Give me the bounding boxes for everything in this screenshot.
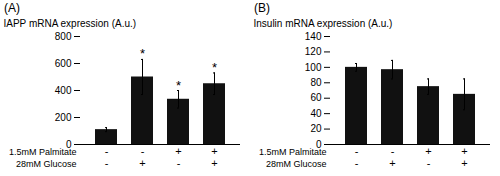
svg-text:60: 60	[310, 92, 322, 103]
svg-text:-: -	[355, 145, 359, 157]
svg-text:80: 80	[310, 77, 322, 88]
svg-text:+: +	[211, 145, 217, 157]
svg-text:400: 400	[55, 85, 72, 96]
svg-text:20: 20	[310, 123, 322, 134]
svg-text:1.5mM Palmitate: 1.5mM Palmitate	[9, 147, 77, 157]
svg-text:800: 800	[55, 31, 72, 42]
svg-text:600: 600	[55, 58, 72, 69]
svg-text:40: 40	[310, 108, 322, 119]
svg-text:1.5mM Palmitate: 1.5mM Palmitate	[259, 147, 327, 157]
svg-text:-: -	[391, 145, 395, 157]
html-text:(B): (B)	[254, 1, 270, 15]
svg-text:*: *	[176, 78, 181, 93]
svg-text:*: *	[212, 60, 217, 75]
svg-text:+: +	[139, 157, 145, 169]
svg-text:-: -	[105, 145, 109, 157]
svg-text:-: -	[105, 157, 109, 169]
svg-text:120: 120	[305, 46, 322, 57]
svg-text:*: *	[140, 46, 145, 61]
svg-text:+: +	[211, 157, 217, 169]
svg-text:0: 0	[315, 138, 322, 150]
svg-text:+: +	[175, 145, 181, 157]
svg-text:200: 200	[55, 112, 72, 123]
svg-text:28mM Glucose: 28mM Glucose	[16, 159, 77, 169]
svg-text:28mM Glucose: 28mM Glucose	[266, 159, 327, 169]
svg-text:-: -	[427, 157, 431, 169]
svg-text:0: 0	[65, 138, 72, 150]
svg-text:Insulin mRNA expression (A.u.): Insulin mRNA expression (A.u.)	[254, 18, 393, 29]
svg-text:+: +	[389, 157, 395, 169]
svg-text:+: +	[461, 157, 467, 169]
svg-text:100: 100	[305, 62, 322, 73]
svg-text:IAPP mRNA expression (A.u.): IAPP mRNA expression (A.u.)	[4, 18, 137, 29]
svg-text:140: 140	[305, 31, 322, 42]
svg-text:-: -	[141, 145, 145, 157]
svg-text:+: +	[425, 145, 431, 157]
svg-text:-: -	[177, 157, 181, 169]
svg-text:+: +	[461, 145, 467, 157]
svg-text:-: -	[355, 157, 359, 169]
html-text:(A): (A)	[4, 1, 20, 15]
